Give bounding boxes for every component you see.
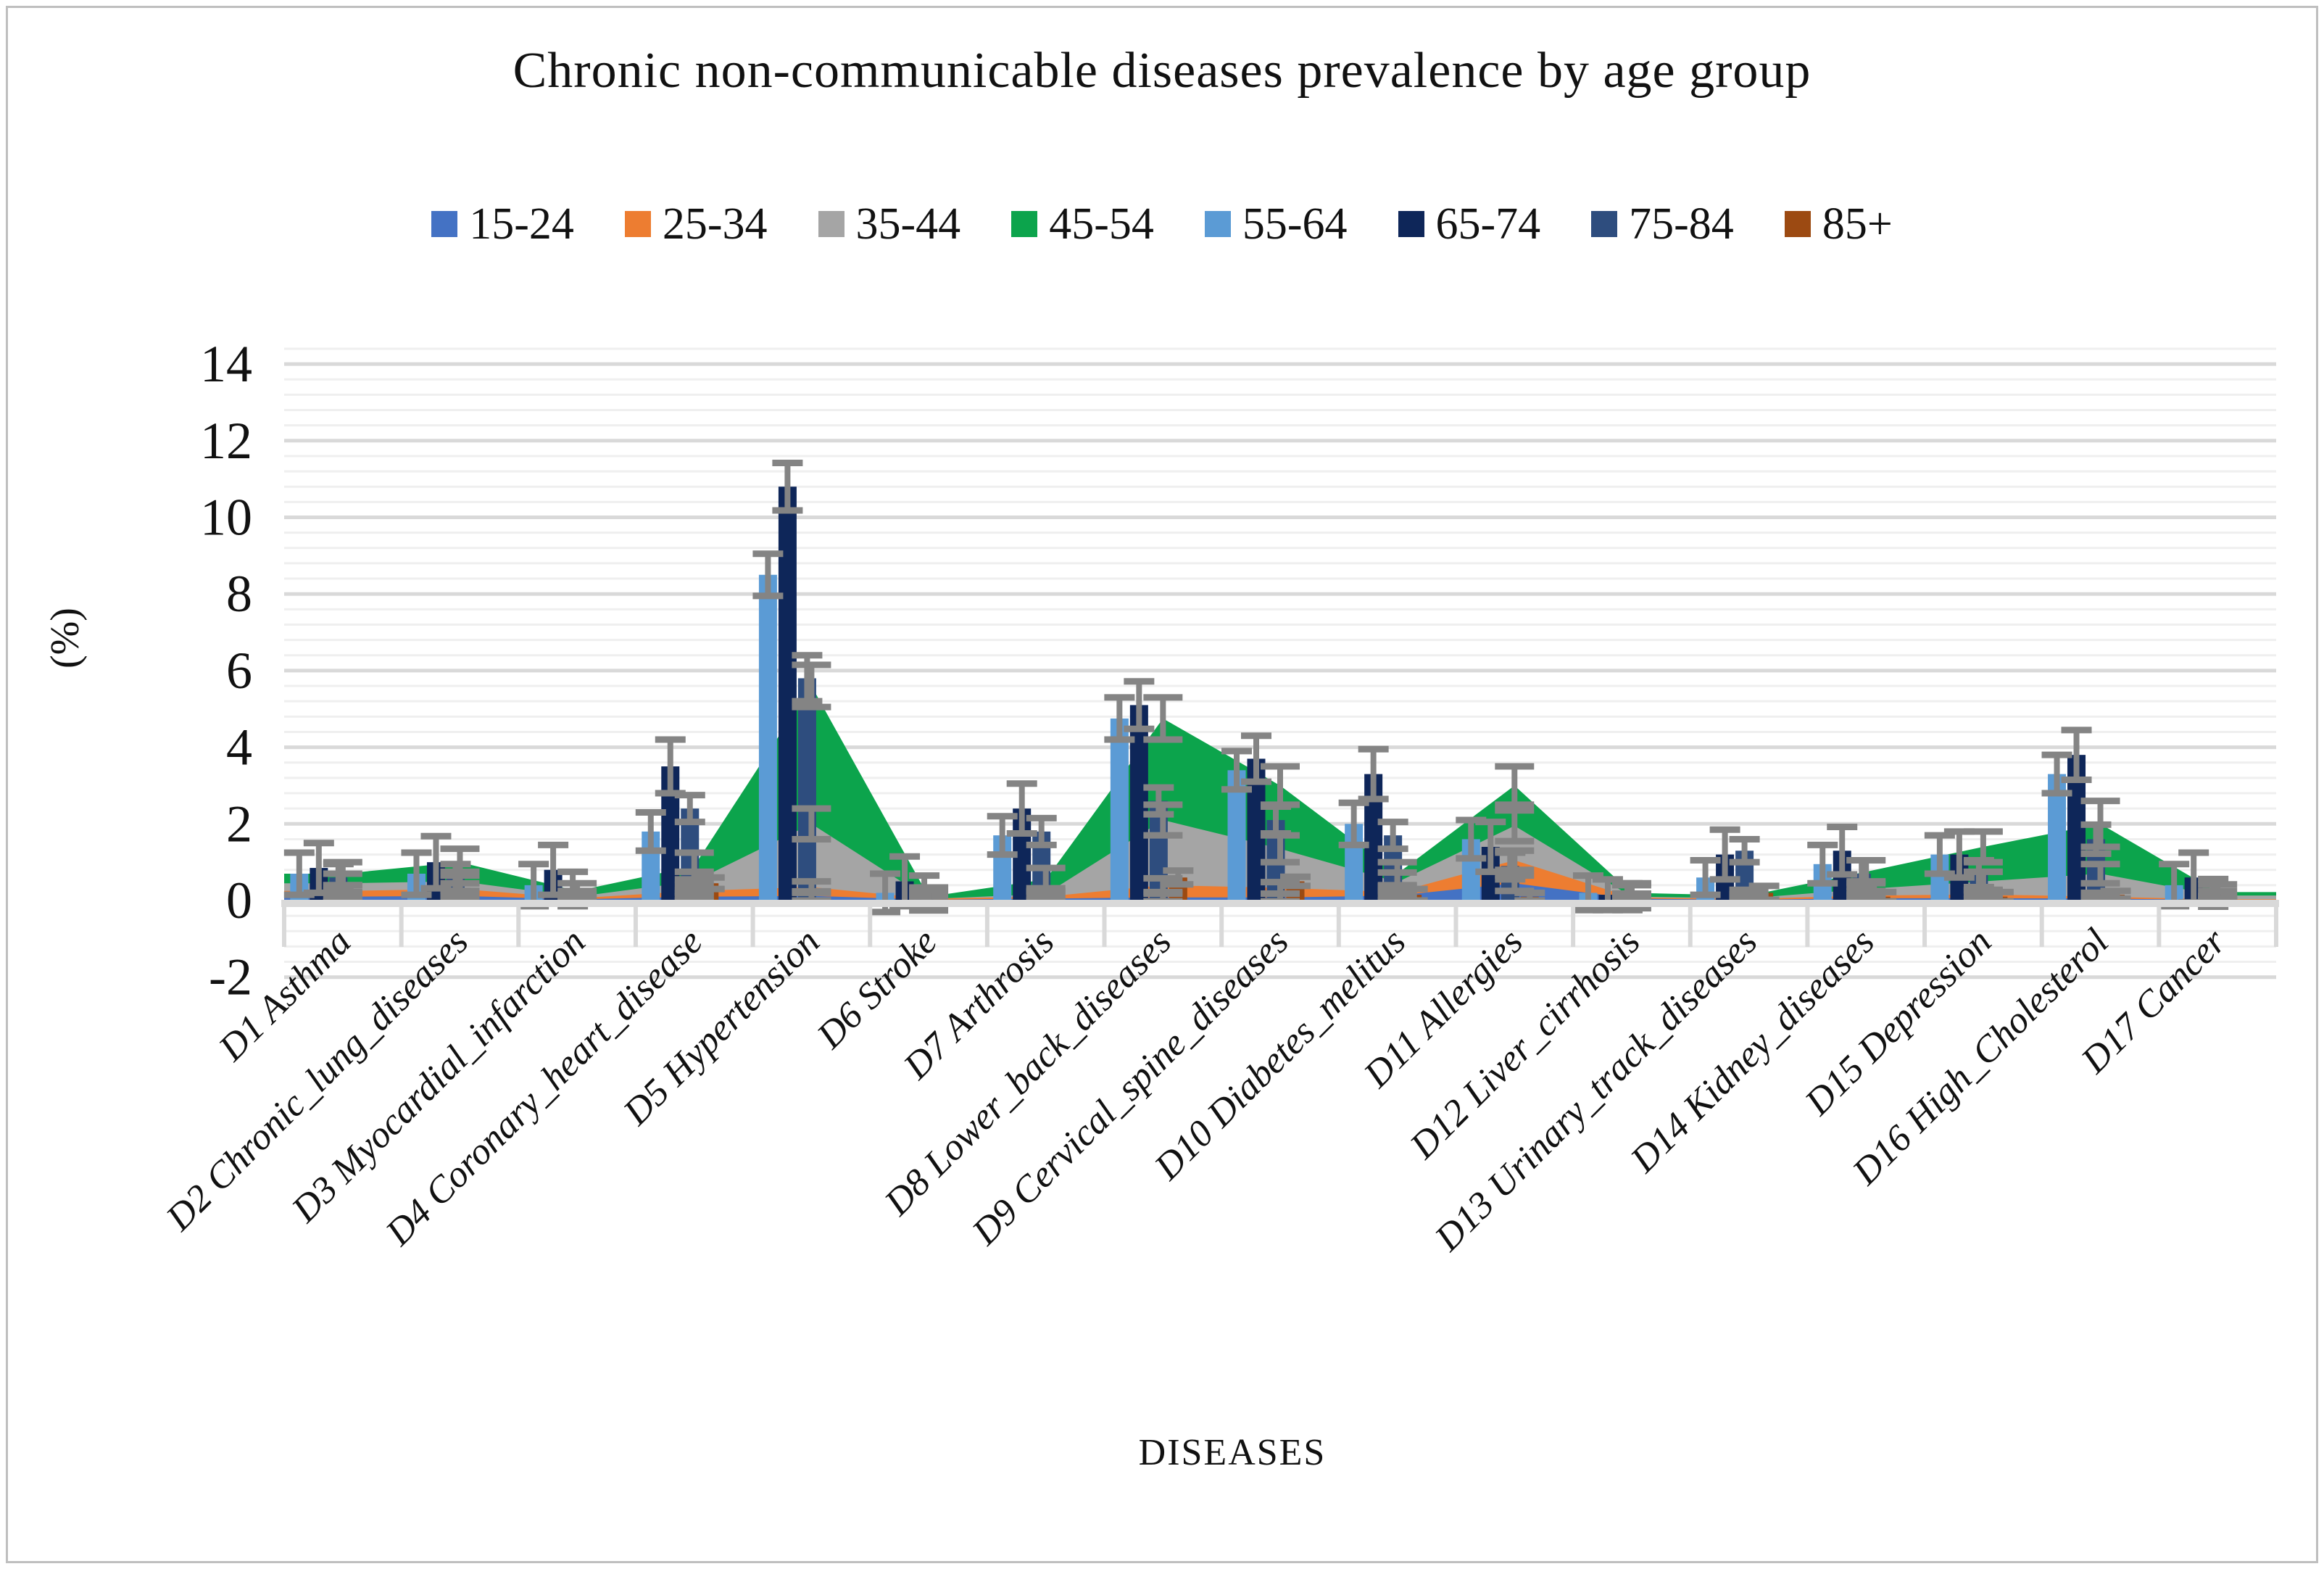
- y-axis-title: (%): [43, 608, 88, 668]
- legend-item-25-34: 25-34: [624, 199, 768, 249]
- legend-label: 15-24: [469, 199, 574, 249]
- legend-item-85+: 85+: [1784, 199, 1893, 249]
- legend-swatch-icon: [1204, 211, 1231, 237]
- bar-55-64-D8: [1110, 718, 1129, 901]
- legend-swatch-icon: [431, 211, 458, 237]
- y-tick-label--2: -2: [209, 948, 252, 1006]
- legend-swatch-icon: [818, 211, 844, 237]
- legend: 15-24 25-34 35-44 45-54 55-64 65-74 75-84 85+: [0, 202, 2324, 247]
- legend-label: 25-34: [662, 199, 768, 249]
- y-tick-label-12: 12: [200, 412, 252, 470]
- chart-border: [6, 6, 2318, 1563]
- legend-label: 75-84: [1629, 199, 1734, 249]
- legend-item-15-24: 15-24: [431, 202, 574, 247]
- x-tick-label-D5: D5 Hypertension: [615, 921, 828, 1133]
- chart-title: Chronic non-communicable diseases preval…: [512, 43, 1812, 99]
- legend-label: 65-74: [1435, 199, 1541, 249]
- legend-swatch-icon: [624, 211, 651, 237]
- y-tick-label-0: 0: [226, 872, 252, 930]
- y-tick-label-14: 14: [200, 335, 252, 393]
- legend-label: 45-54: [1049, 199, 1154, 249]
- legend-swatch-icon: [1011, 211, 1038, 237]
- legend-item-65-74: 65-74: [1398, 199, 1541, 249]
- bar-55-64-D5: [758, 574, 777, 901]
- legend-label: 35-44: [855, 199, 961, 249]
- legend-swatch-icon: [1591, 211, 1618, 237]
- legend-label: 85+: [1822, 199, 1893, 249]
- x-tick-label-D12: D12 Liver_cirrhosis: [1402, 921, 1648, 1167]
- legend-label: 55-64: [1242, 199, 1348, 249]
- y-tick-label-8: 8: [226, 565, 252, 623]
- legend-swatch-icon: [1398, 211, 1424, 237]
- y-tick-label-2: 2: [226, 795, 252, 853]
- legend-item-75-84: 75-84: [1591, 202, 1734, 247]
- y-tick-label-6: 6: [226, 642, 252, 700]
- legend-item-35-44: 35-44: [818, 199, 961, 249]
- legend-item-55-64: 55-64: [1204, 199, 1348, 249]
- legend-item-45-54: 45-54: [1011, 202, 1154, 247]
- x-axis-title: DISEASES: [1139, 1432, 1327, 1473]
- y-tick-label-4: 4: [226, 719, 252, 777]
- bar-75-84-D5: [797, 678, 816, 901]
- legend-swatch-icon: [1784, 211, 1811, 237]
- y-tick-label-10: 10: [200, 489, 252, 547]
